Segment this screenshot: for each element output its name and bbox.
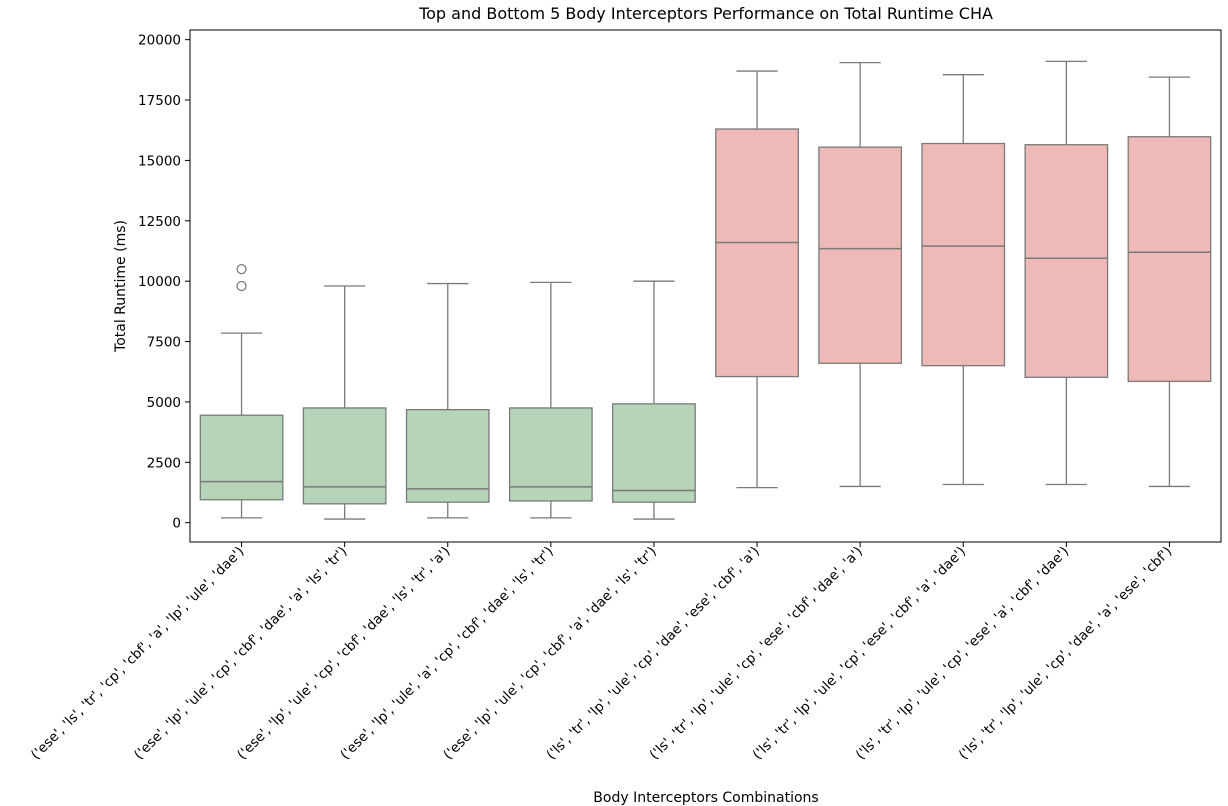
- y-tick-label: 10000: [138, 274, 181, 290]
- box-iqr: [818, 146, 903, 364]
- box-iqr: [612, 403, 696, 503]
- x-tick-label: ('ls', 'tr', 'lp', 'ule', 'cp', 'ese', '…: [750, 544, 969, 763]
- x-axis-label: Body Interceptors Combinations: [593, 790, 818, 806]
- x-tick-label: ('ese', 'lp', 'ule', 'cp', 'cbf', 'a', '…: [440, 544, 659, 763]
- box-iqr: [405, 409, 490, 503]
- box-iqr: [302, 407, 387, 505]
- box-iqr: [508, 407, 593, 502]
- y-tick-label: 20000: [138, 33, 181, 49]
- outlier-point: [236, 280, 247, 292]
- x-tick-label: ('ese', 'lp', 'ule', 'cp', 'cbf', 'dae',…: [234, 544, 453, 763]
- box-iqr: [1127, 136, 1212, 383]
- x-tick-label: ('ese', 'ls', 'tr', 'cp', 'cbf', 'a', 'l…: [28, 544, 247, 763]
- y-tick-label: 0: [172, 516, 181, 532]
- x-tick-label: ('ls', 'tr', 'lp', 'ule', 'cp', 'dae', '…: [543, 544, 762, 763]
- y-tick-label: 2500: [147, 455, 181, 471]
- box-iqr: [199, 414, 284, 501]
- y-tick-label: 12500: [138, 214, 181, 230]
- x-tick-label: ('ls', 'tr', 'lp', 'ule', 'cp', 'ese', '…: [647, 544, 866, 763]
- y-tick-label: 15000: [138, 153, 181, 169]
- box-iqr: [1024, 144, 1109, 378]
- y-tick-label: 7500: [147, 335, 181, 351]
- y-tick-label: 5000: [147, 395, 181, 411]
- x-tick-label: ('ls', 'tr', 'lp', 'ule', 'cp', 'ese', '…: [853, 544, 1072, 763]
- outlier-point: [236, 263, 247, 275]
- x-tick-label: ('ese', 'lp', 'ule', 'a', 'cp', 'cbf', '…: [337, 544, 556, 763]
- box-iqr: [715, 128, 799, 378]
- plot-area: 0 2500 5000 7500 10000 12500 15000 17500 20000 ('…: [28, 29, 1222, 763]
- box-iqr: [921, 142, 1006, 367]
- y-tick-label: 17500: [138, 93, 181, 109]
- x-tick-label: ('ls', 'tr', 'lp', 'ule', 'cp', 'dae', '…: [956, 544, 1175, 763]
- plot-frame: [189, 29, 1222, 543]
- x-tick-label: ('ese', 'lp', 'ule', 'cp', 'cbf', 'dae',…: [131, 544, 350, 763]
- y-axis-label: Total Runtime (ms): [113, 220, 129, 353]
- chart-title: Top and Bottom 5 Body Interceptors Perfo…: [418, 4, 993, 23]
